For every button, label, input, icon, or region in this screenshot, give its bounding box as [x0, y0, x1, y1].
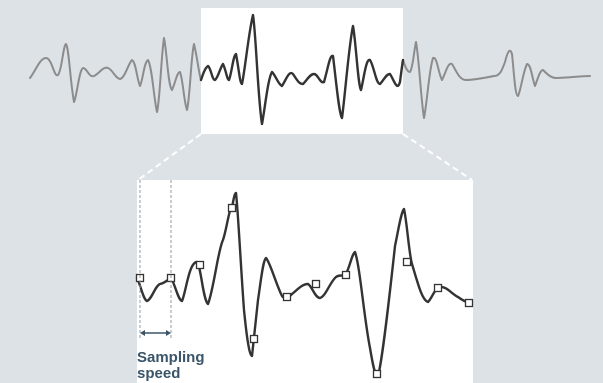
sample-point [433, 283, 443, 293]
top-window-panel [201, 8, 403, 134]
signal-faded-left [29, 37, 202, 113]
signal-window [199, 13, 405, 126]
sample-point [341, 270, 351, 280]
zoom-guide-left [137, 133, 202, 181]
sample-point [282, 292, 292, 302]
sampling-speed-label-line2: speed [137, 365, 180, 382]
sample-point [402, 257, 412, 267]
signal-faded-right [402, 41, 591, 119]
sample-point [311, 279, 321, 289]
sample-point [464, 298, 474, 308]
sample-point [249, 334, 259, 344]
zoom-guide-right [402, 133, 473, 181]
sampling-speed-label-line1: Sampling [137, 349, 205, 366]
sample-point [227, 203, 237, 213]
sample-point [195, 260, 205, 270]
sample-point [372, 369, 382, 379]
sampling-interval-arrow [140, 330, 171, 336]
